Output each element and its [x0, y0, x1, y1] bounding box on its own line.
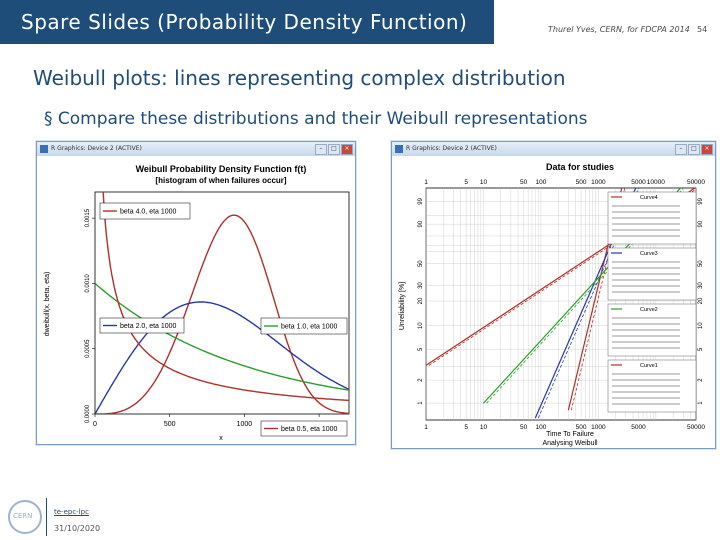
footer-link[interactable]: te-epc-lpc — [54, 508, 89, 516]
y-tick-label: 30 — [418, 282, 424, 289]
maximize-button[interactable]: □ — [688, 144, 700, 155]
series-fit-line — [428, 188, 696, 366]
series-line — [95, 301, 349, 414]
y-tick-label-right: 10 — [698, 322, 704, 329]
x-tick-label-bottom: 50000 — [687, 424, 705, 431]
legend-entry: Curve3 — [640, 251, 658, 257]
left-graphics-window[interactable]: R Graphics: Device 2 (ACTIVE) – □ × Weib… — [36, 141, 356, 445]
x-tick-label-bottom: 5000 — [631, 424, 646, 431]
slide-subtitle: Weibull plots: lines representing comple… — [33, 66, 566, 90]
series-line — [95, 283, 349, 391]
y-axis-label: dweibull(x, beta, eta) — [44, 272, 51, 337]
r-app-icon — [40, 145, 48, 153]
legend-entry: beta 2.0, eta 1000 — [120, 323, 177, 330]
minimize-button[interactable]: – — [675, 144, 687, 155]
y-axis-label: Unreliability [%] — [399, 282, 406, 330]
x-tick-label-bottom: 1 — [424, 424, 428, 431]
y-tick-label: 5 — [418, 347, 424, 351]
x-tick-label: 1000 — [237, 421, 253, 428]
y-tick-label: 0.0000 — [85, 404, 91, 423]
series-line — [95, 214, 349, 414]
x-tick-label-top: 5 — [464, 179, 468, 186]
y-tick-label: 2 — [418, 378, 424, 382]
slide-title: Spare Slides (Probability Density Functi… — [21, 10, 468, 34]
right-graphics-window[interactable]: R Graphics: Device 2 (ACTIVE) – □ × Data… — [391, 141, 716, 449]
x-tick-label-top: 1000 — [591, 179, 606, 186]
y-tick-label: 0.0005 — [85, 339, 91, 358]
y-tick-label: 1 — [418, 401, 424, 405]
x-tick-label: 500 — [164, 421, 176, 428]
slide-number: 54 — [697, 25, 708, 34]
x-axis-label: Time To Failure — [546, 431, 594, 438]
window-titlebar[interactable]: R Graphics: Device 2 (ACTIVE) – □ × — [37, 142, 355, 156]
legend-entry: Curve4 — [640, 195, 658, 201]
y-tick-label: 20 — [418, 297, 424, 304]
y-tick-label: 10 — [418, 322, 424, 329]
x-tick-label-bottom: 5 — [464, 424, 468, 431]
close-button[interactable]: × — [701, 144, 713, 155]
x-tick-label-top: 10 — [480, 179, 488, 186]
x-tick-label-top: 50000 — [687, 179, 705, 186]
y-tick-label-right: 30 — [698, 282, 704, 289]
chart-title: Data for studies — [546, 162, 614, 172]
r-app-icon — [395, 145, 403, 153]
window-title: R Graphics: Device 2 (ACTIVE) — [51, 145, 142, 152]
slide-header: Spare Slides (Probability Density Functi… — [0, 0, 720, 62]
y-tick-label: 0.0015 — [85, 208, 91, 227]
x-tick-label-top: 100 — [535, 179, 546, 186]
y-tick-label: 99 — [418, 197, 424, 204]
y-tick-label-right: 50 — [698, 260, 704, 267]
legend-entry: beta 4.0, eta 1000 — [120, 209, 177, 216]
y-tick-label-right: 20 — [698, 297, 704, 304]
x-axis-label-secondary: Analysing Weibull — [542, 440, 598, 447]
x-tick-label-bottom: 50 — [520, 424, 528, 431]
legend-box — [260, 420, 348, 437]
legend-entry: Curve1 — [640, 363, 658, 369]
cern-logo: CERN — [8, 500, 42, 534]
y-tick-label-right: 2 — [698, 378, 704, 382]
legend-entry: Curve2 — [640, 307, 658, 313]
y-tick-label-right: 99 — [698, 197, 704, 204]
y-tick-label: 50 — [418, 260, 424, 267]
series-fit-line — [570, 188, 626, 411]
minimize-button[interactable]: – — [315, 144, 327, 155]
y-tick-label-right: 90 — [698, 220, 704, 227]
title-bar: Spare Slides (Probability Density Functi… — [0, 0, 494, 44]
legend-entry: beta 0.5, eta 1000 — [281, 426, 338, 433]
close-button[interactable]: × — [341, 144, 353, 155]
window-titlebar[interactable]: R Graphics: Device 2 (ACTIVE) – □ × — [392, 142, 715, 156]
x-tick-label-bottom: 1000 — [591, 424, 606, 431]
x-tick-label-top: 1 — [424, 179, 428, 186]
legend-box — [99, 202, 191, 220]
x-axis-label: x — [219, 435, 223, 442]
legend-box — [260, 317, 348, 335]
x-tick-label-top: 10000 — [647, 179, 665, 186]
weibull-chart: Data for studies Unreliability [%] Time … — [399, 162, 705, 447]
slide-credit: Thurel Yves, CERN, for FDCPA 2014 — [548, 25, 690, 34]
plot-frame — [94, 191, 350, 415]
bullet-text: § Compare these distributions and their … — [44, 109, 588, 129]
y-tick-label: 0.0010 — [85, 274, 91, 293]
x-tick-label-bottom: 100 — [535, 424, 546, 431]
footer-date: 31/10/2020 — [54, 524, 101, 533]
x-tick-label-bottom: 500 — [576, 424, 587, 431]
window-title: R Graphics: Device 2 (ACTIVE) — [406, 145, 497, 152]
y-tick-label-right: 1 — [698, 401, 704, 405]
y-tick-label: 90 — [418, 220, 424, 227]
chart-subtitle: [histogram of when failures occur] — [155, 176, 286, 185]
x-tick-label: 0 — [93, 421, 97, 428]
chart-title: Weibull Probability Density Function f(t… — [136, 164, 307, 174]
legend-entry: beta 1.0, eta 1000 — [281, 324, 338, 331]
footer-divider — [46, 498, 47, 536]
series-line — [102, 192, 349, 402]
x-tick-label-top: 5000 — [631, 179, 646, 186]
x-tick-label-bottom: 10 — [480, 424, 488, 431]
x-tick-label-top: 500 — [576, 179, 587, 186]
legend-box — [99, 317, 185, 334]
x-tick-label-top: 50 — [520, 179, 528, 186]
pdf-chart: Weibull Probability Density Function f(t… — [44, 164, 350, 442]
maximize-button[interactable]: □ — [328, 144, 340, 155]
y-tick-label-right: 5 — [698, 347, 704, 351]
